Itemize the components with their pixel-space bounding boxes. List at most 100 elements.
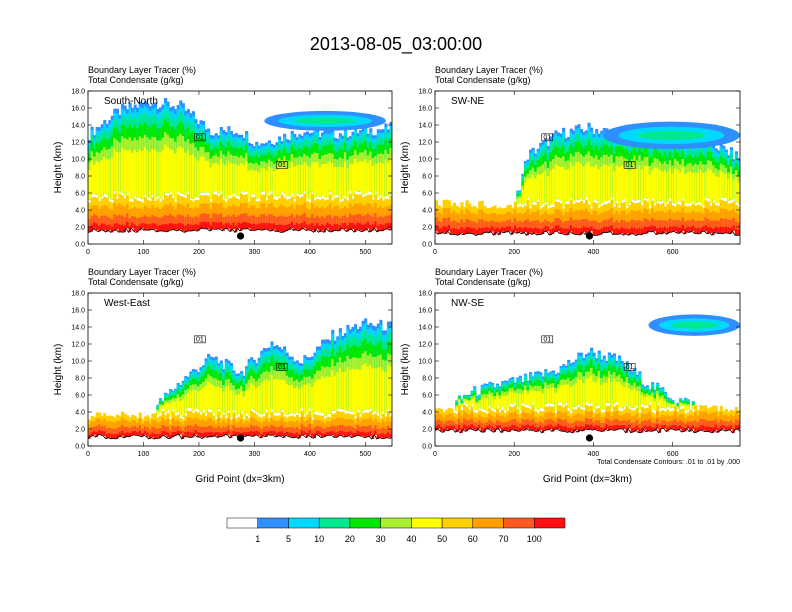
y-tick-label: 16.0 xyxy=(418,106,432,113)
panel-subtitle: Boundary Layer Tracer (%) xyxy=(88,267,196,277)
y-axis-label: Height (km) xyxy=(53,344,64,396)
panel-west-east: Boundary Layer Tracer (%)Total Condensat… xyxy=(53,267,393,485)
x-tick-label: 200 xyxy=(508,451,520,458)
contour-label-box xyxy=(276,161,288,169)
y-tick-label: 6.0 xyxy=(75,191,85,198)
colorbar-label: 10 xyxy=(314,534,324,544)
colorbar-bin xyxy=(257,517,289,529)
panel-subtitle: Total Condensate (g/kg) xyxy=(435,75,531,85)
x-tick-label: 0 xyxy=(433,249,437,256)
panel-frame xyxy=(434,90,741,245)
panel-south-north: Boundary Layer Tracer (%)Total Condensat… xyxy=(53,65,393,256)
contour-label-box xyxy=(276,363,288,371)
y-tick-label: 18.0 xyxy=(418,291,432,298)
y-tick-label: 0.0 xyxy=(75,444,85,451)
colorbar-label: 100 xyxy=(527,534,542,544)
field-shading xyxy=(435,91,740,244)
y-tick-label: 16.0 xyxy=(71,106,85,113)
contour-label: 01 xyxy=(196,336,204,343)
x-tick-label: 400 xyxy=(588,451,600,458)
terrain-line xyxy=(88,227,392,234)
contour-label-box xyxy=(623,161,636,169)
x-tick-label: 200 xyxy=(508,249,520,256)
colorbar-bin xyxy=(349,517,381,529)
colorbar: 1 5 10 20 30 40 50 60 70 100 xyxy=(226,517,566,544)
panel-name: SW-NE xyxy=(451,96,484,107)
colorbar-label: 60 xyxy=(468,534,478,544)
terrain-line xyxy=(435,427,740,434)
x-tick-label: 400 xyxy=(304,249,316,256)
contour-label: 01 xyxy=(543,134,551,141)
panel-subtitle: Total Condensate (g/kg) xyxy=(435,277,531,287)
y-tick-label: 2.0 xyxy=(422,225,432,232)
field-shading xyxy=(88,91,392,244)
contour-label-box xyxy=(194,335,206,344)
y-tick-label: 14.0 xyxy=(71,325,85,332)
panel-subtitle: Boundary Layer Tracer (%) xyxy=(88,65,196,75)
colorbar-bin xyxy=(534,517,566,529)
y-tick-label: 16.0 xyxy=(71,308,85,315)
location-marker xyxy=(585,232,594,240)
panel-nw-se: Boundary Layer Tracer (%)Total Condensat… xyxy=(400,267,741,485)
x-tick-label: 300 xyxy=(249,451,261,458)
y-tick-label: 10.0 xyxy=(71,157,85,164)
panel-subtitle: Boundary Layer Tracer (%) xyxy=(435,267,543,277)
x-tick-label: 500 xyxy=(360,451,372,458)
panel-name: NW-SE xyxy=(451,298,484,309)
y-tick-label: 4.0 xyxy=(422,208,432,215)
contour-label: 01 xyxy=(543,336,551,343)
y-tick-label: 14.0 xyxy=(71,123,85,130)
location-marker xyxy=(585,434,594,442)
panel-subtitle: Boundary Layer Tracer (%) xyxy=(435,65,543,75)
y-tick-label: 8.0 xyxy=(75,376,85,383)
field-shading xyxy=(88,293,392,446)
colorbar-label: 50 xyxy=(437,534,447,544)
colorbar-label: 5 xyxy=(286,534,291,544)
x-tick-label: 400 xyxy=(304,451,316,458)
y-tick-label: 10.0 xyxy=(71,359,85,366)
x-tick-label: 0 xyxy=(86,249,90,256)
y-tick-label: 8.0 xyxy=(422,376,432,383)
y-tick-label: 0.0 xyxy=(422,242,432,249)
contour-label: 01 xyxy=(196,134,204,141)
colorbar-bin xyxy=(441,517,474,529)
x-tick-label: 100 xyxy=(138,451,150,458)
y-tick-label: 6.0 xyxy=(422,393,432,400)
colorbar-bin xyxy=(226,517,258,529)
x-tick-label: 200 xyxy=(193,451,205,458)
x-tick-label: 400 xyxy=(588,249,600,256)
contour-label-box xyxy=(623,363,636,371)
contour-label: 01 xyxy=(278,162,286,169)
y-tick-label: 14.0 xyxy=(418,325,432,332)
panel-subtitle: Total Condensate (g/kg) xyxy=(88,75,184,85)
x-tick-label: 0 xyxy=(86,451,90,458)
y-tick-label: 16.0 xyxy=(418,308,432,315)
x-tick-label: 600 xyxy=(667,451,679,458)
y-tick-label: 0.0 xyxy=(75,242,85,249)
y-tick-label: 4.0 xyxy=(422,410,432,417)
y-axis-label: Height (km) xyxy=(53,142,64,194)
contour-note: Total Condensate Contours: .01 to .01 by… xyxy=(597,459,740,466)
x-tick-label: 200 xyxy=(193,249,205,256)
y-tick-label: 0.0 xyxy=(422,444,432,451)
x-tick-label: 500 xyxy=(360,249,372,256)
contour-label-box xyxy=(194,133,206,142)
y-tick-label: 4.0 xyxy=(75,208,85,215)
y-tick-label: 10.0 xyxy=(418,157,432,164)
panel-name: West-East xyxy=(104,298,150,309)
y-tick-label: 10.0 xyxy=(418,359,432,366)
location-marker xyxy=(236,434,245,442)
x-tick-label: 300 xyxy=(249,249,261,256)
contour-label: 01 xyxy=(626,364,634,371)
colorbar-label: 30 xyxy=(376,534,386,544)
y-tick-label: 6.0 xyxy=(75,393,85,400)
y-axis-label: Height (km) xyxy=(400,142,411,194)
colorbar-bin xyxy=(503,517,535,529)
y-tick-label: 8.0 xyxy=(422,174,432,181)
y-tick-label: 2.0 xyxy=(422,427,432,434)
panels: Boundary Layer Tracer (%)Total Condensat… xyxy=(53,65,741,485)
x-axis-label: Grid Point (dx=3km) xyxy=(195,474,284,485)
y-tick-label: 2.0 xyxy=(75,427,85,434)
colorbar-bin xyxy=(472,517,504,529)
y-tick-label: 2.0 xyxy=(75,225,85,232)
